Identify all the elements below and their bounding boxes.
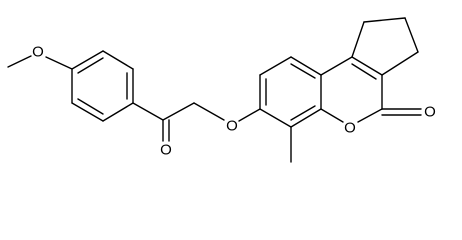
- bond: [320, 56, 353, 76]
- bond: [290, 108, 322, 128]
- bond: [363, 17, 406, 23]
- bond: [193, 102, 225, 121]
- molecule: O O O O O: [7, 17, 436, 163]
- bond: [351, 63, 377, 80]
- bond: [132, 102, 164, 121]
- bond: [102, 50, 134, 70]
- bond: [290, 63, 316, 79]
- bond: [290, 105, 316, 121]
- atom-label: O: [226, 118, 238, 135]
- page: O O O O O (() => { const data = JSON.par…: [7, 17, 436, 163]
- bond: [320, 108, 344, 123]
- bond: [381, 51, 419, 76]
- bond: [357, 108, 383, 123]
- bond: [71, 102, 104, 122]
- bond: [71, 50, 104, 70]
- atom-labels: O O O O O: [32, 44, 436, 159]
- bond: [259, 108, 292, 128]
- bond: [45, 56, 73, 70]
- bonds: [7, 17, 422, 163]
- bond: [102, 102, 134, 122]
- bond: [7, 55, 32, 68]
- atom-label: O: [32, 44, 44, 61]
- bond: [404, 17, 419, 53]
- bond: [162, 102, 195, 121]
- bond: [259, 56, 292, 76]
- atom-label: O: [424, 104, 436, 121]
- bond: [351, 21, 365, 58]
- bond: [351, 56, 383, 76]
- atom-label: O: [344, 120, 356, 137]
- bond: [77, 98, 104, 115]
- bond: [290, 56, 322, 76]
- bond: [238, 108, 261, 122]
- atom-label: O: [160, 142, 172, 159]
- bond: [77, 57, 104, 74]
